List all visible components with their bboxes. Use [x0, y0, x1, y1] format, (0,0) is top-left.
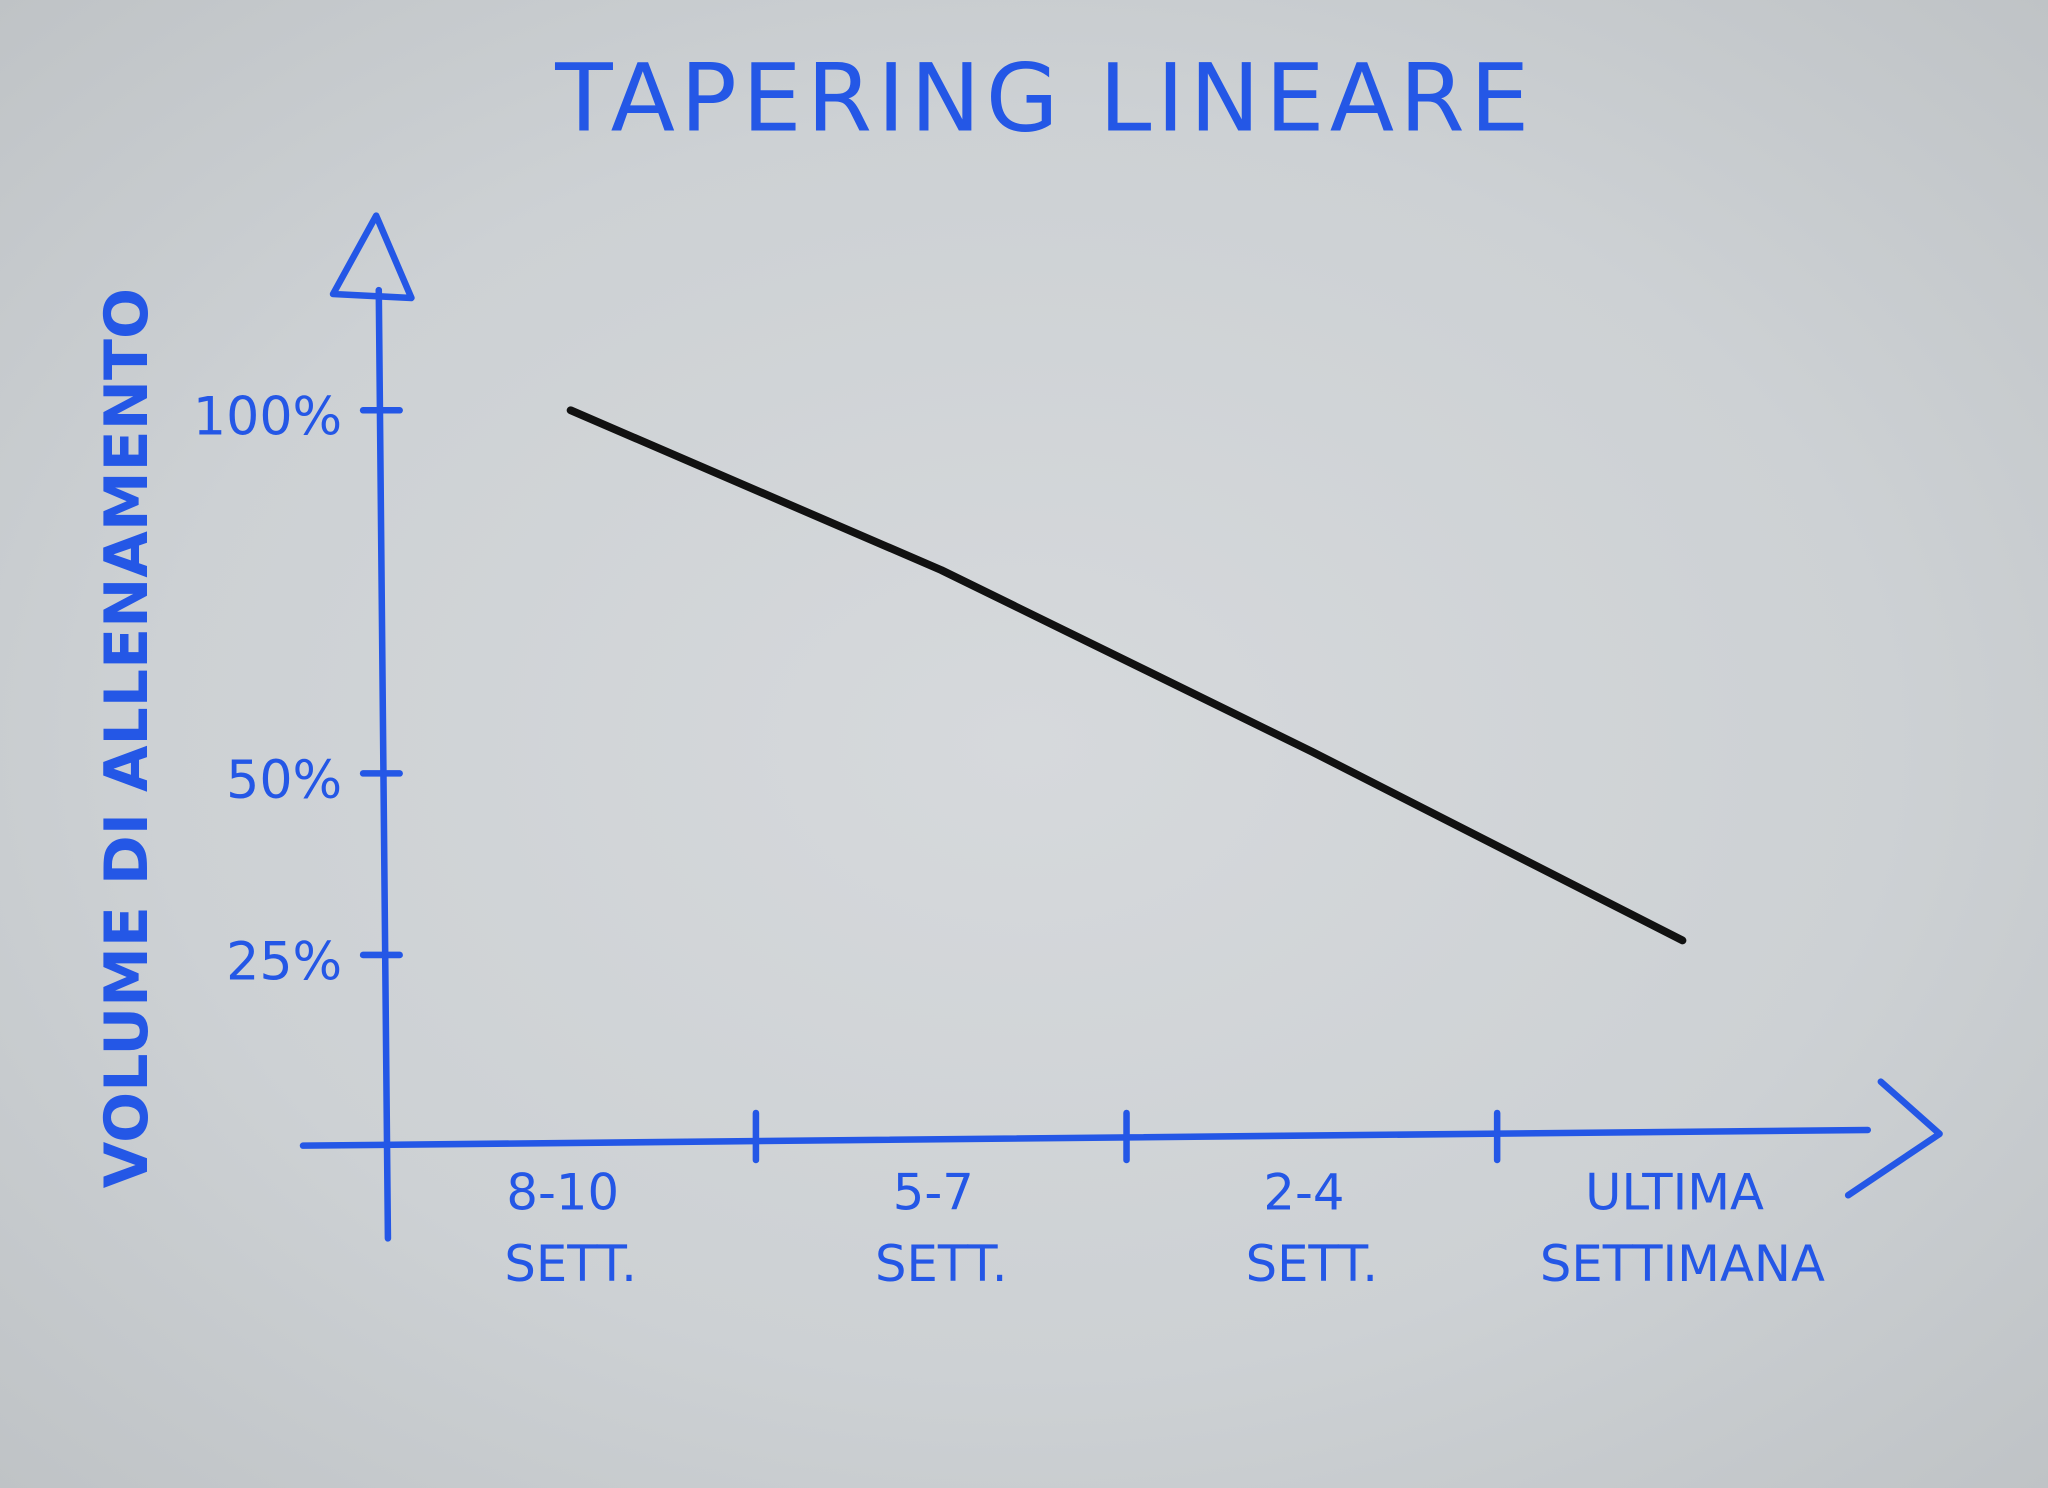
x-tick-label: 2-4 SETT.	[1246, 1163, 1379, 1293]
y-axis	[375, 286, 392, 1242]
y-tick-label: 100%	[193, 388, 342, 448]
data-line	[566, 406, 1687, 945]
y-tick-label: 50%	[226, 751, 342, 811]
x-axis-arrow	[1844, 1078, 1943, 1199]
y-axis-arrow	[329, 212, 415, 302]
y-tick-label: 25%	[226, 932, 342, 992]
chart-title: TAPERING LINEARE	[554, 45, 1534, 154]
x-tick-label: 8-10 SETT.	[504, 1163, 637, 1293]
x-axis	[299, 1126, 1872, 1149]
x-tick-label: ULTIMA SETTIMANA	[1540, 1163, 1825, 1293]
x-tick-label: 5-7 SETT.	[875, 1163, 1008, 1293]
y-axis-label: VOLUME DI ALLENAMENTO	[92, 288, 162, 1188]
